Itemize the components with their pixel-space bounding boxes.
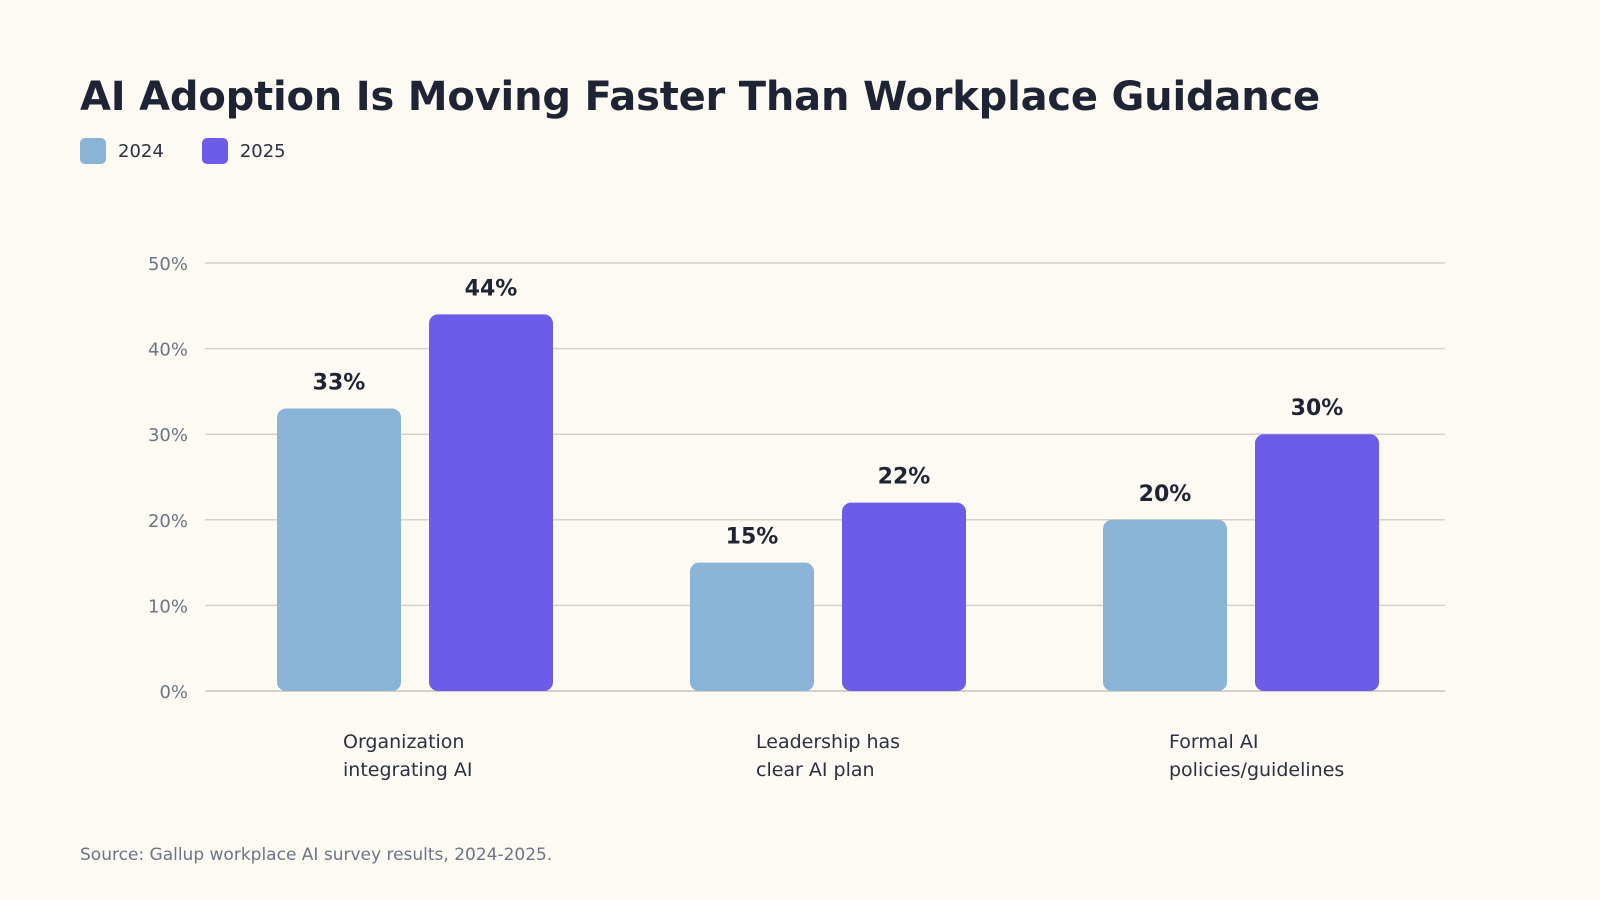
y-tick-label: 10%: [148, 596, 188, 617]
category-label-line: integrating AI: [343, 759, 472, 781]
data-label: 20%: [1139, 482, 1192, 507]
data-label: 22%: [878, 465, 931, 490]
y-tick-label: 50%: [148, 254, 188, 275]
y-tick-label: 0%: [159, 682, 188, 703]
legend-swatch-2025: [201, 138, 228, 164]
bar-2024-2: [1103, 519, 1227, 691]
category-label: Formal AI policies/guidelines: [1169, 731, 1344, 781]
legend-swatch-2024: [80, 138, 106, 164]
category-label: Organization integrating AI: [343, 731, 472, 781]
category-label-line: Leadership has: [756, 731, 900, 753]
category-label-line: policies/guidelines: [1169, 759, 1344, 781]
chart-title: AI Adoption Is Moving Faster Than Workpl…: [80, 74, 1320, 120]
data-label: 44%: [465, 276, 518, 301]
data-label: 30%: [1291, 396, 1344, 421]
category-label: Leadership has clear AI plan: [756, 731, 900, 781]
bar-2025-0: [429, 314, 553, 691]
legend-label-2024: 2024: [118, 140, 164, 162]
legend-item-2025: 2025: [201, 138, 286, 164]
bar-2024-0: [277, 408, 401, 691]
category-label-line: Formal AI: [1169, 731, 1258, 753]
bar-2025-1: [842, 502, 966, 691]
legend-item-2024: 2024: [80, 138, 164, 164]
source-note: Source: Gallup workplace AI survey resul…: [80, 845, 553, 865]
bar-2025-2: [1255, 434, 1379, 691]
legend: 2024 2025: [80, 138, 286, 164]
y-tick-label: 30%: [148, 425, 188, 446]
bar-2024-1: [690, 562, 814, 691]
data-label: 15%: [726, 525, 779, 550]
y-tick-label: 40%: [148, 340, 188, 361]
y-tick-label: 20%: [148, 511, 188, 532]
data-label: 33%: [313, 371, 366, 396]
category-label-line: clear AI plan: [756, 759, 875, 781]
category-label-line: Organization: [343, 731, 464, 753]
legend-label-2025: 2025: [239, 140, 286, 162]
